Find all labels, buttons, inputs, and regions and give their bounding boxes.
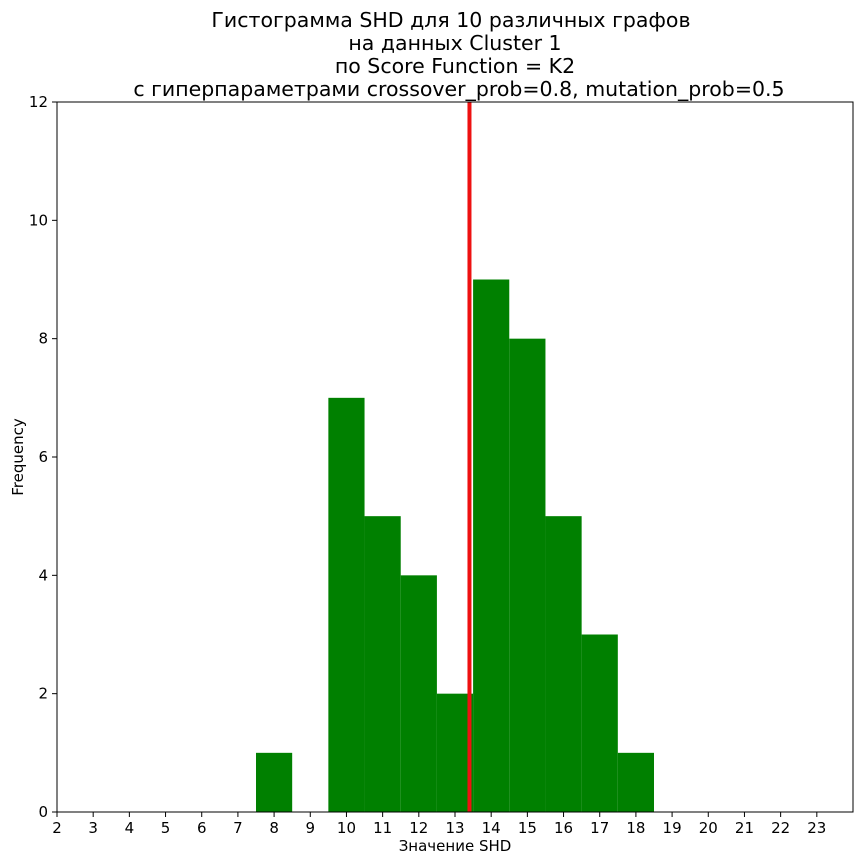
title-line-1: Гистограмма SHD для 10 различных графов xyxy=(211,8,690,32)
x-tick-label: 8 xyxy=(269,819,279,837)
bar-17 xyxy=(581,634,618,812)
bars-group xyxy=(256,279,654,812)
x-tick-label: 3 xyxy=(88,819,98,837)
chart-title: Гистограмма SHD для 10 различных графов … xyxy=(133,8,784,102)
y-axis-label: Frequency xyxy=(9,418,27,496)
x-tick-label: 21 xyxy=(735,819,754,837)
bar-12 xyxy=(400,575,437,812)
bar-8 xyxy=(256,752,293,812)
x-tick-label: 5 xyxy=(161,819,171,837)
x-tick-label: 13 xyxy=(445,819,464,837)
x-tick-label: 4 xyxy=(125,819,135,837)
y-tick-label: 12 xyxy=(29,93,48,111)
x-tick-label: 20 xyxy=(699,819,718,837)
x-tick-label: 22 xyxy=(771,819,790,837)
x-tick-label: 14 xyxy=(482,819,501,837)
y-tick-label: 10 xyxy=(29,211,48,229)
y-tick-label: 4 xyxy=(38,566,48,584)
y-tick-label: 6 xyxy=(38,448,48,466)
title-line-3: по Score Function = K2 xyxy=(335,54,575,78)
y-tick-label: 0 xyxy=(38,803,48,821)
bar-14 xyxy=(473,279,510,812)
x-tick-label: 23 xyxy=(807,819,826,837)
bar-11 xyxy=(364,516,401,812)
x-tick-label: 15 xyxy=(518,819,537,837)
x-axis-ticks: 2 3 4 5 6 7 8 9 10 11 12 13 14 15 16 17 18 19 20 21 22 23 xyxy=(52,812,826,837)
x-tick-label: 2 xyxy=(52,819,62,837)
x-tick-label: 10 xyxy=(337,819,356,837)
bar-15 xyxy=(509,338,546,812)
x-tick-label: 19 xyxy=(663,819,682,837)
bar-13 xyxy=(436,693,474,812)
bar-18 xyxy=(617,752,654,812)
x-tick-label: 9 xyxy=(305,819,315,837)
x-tick-label: 16 xyxy=(554,819,573,837)
x-tick-label: 7 xyxy=(233,819,243,837)
y-axis-ticks: 0 2 4 6 8 10 12 xyxy=(29,93,57,821)
x-tick-label: 11 xyxy=(373,819,392,837)
title-line-4: с гиперпараметрами crossover_prob=0.8, m… xyxy=(133,77,784,102)
x-tick-label: 18 xyxy=(626,819,645,837)
x-axis-label: Значение SHD xyxy=(399,837,512,855)
x-tick-label: 17 xyxy=(590,819,609,837)
x-tick-label: 12 xyxy=(409,819,428,837)
y-tick-label: 8 xyxy=(38,330,48,348)
bar-10 xyxy=(328,397,365,812)
bar-16 xyxy=(545,516,582,812)
y-tick-label: 2 xyxy=(38,685,48,703)
x-tick-label: 6 xyxy=(197,819,207,837)
title-line-2: на данных Cluster 1 xyxy=(348,31,561,55)
